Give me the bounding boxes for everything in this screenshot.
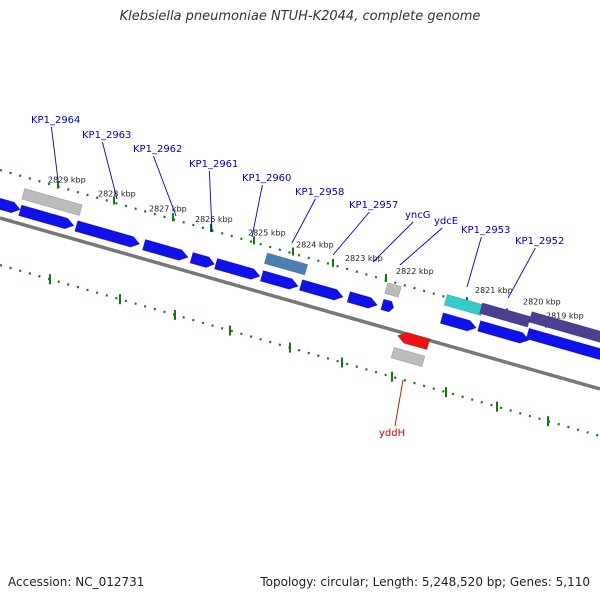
gene-label[interactable]: ydcE — [434, 216, 458, 227]
lower-ruler-line — [0, 263, 600, 438]
label-leader-line — [466, 236, 482, 288]
label-leader-line — [507, 247, 536, 299]
gene-arrow[interactable] — [214, 258, 261, 281]
label-leader-line — [372, 221, 414, 263]
kbp-tick-label: 2819 kbp — [546, 312, 584, 321]
gene-arrow[interactable] — [477, 320, 530, 346]
gene-label[interactable]: KP1_2962 — [133, 144, 182, 155]
gene-label[interactable]: KP1_2963 — [82, 130, 131, 141]
label-leader-line — [50, 126, 59, 181]
highlight-gene-box-shape — [443, 294, 485, 316]
gene-arrow-shape — [214, 258, 261, 280]
upper-ruler-line — [0, 168, 600, 343]
gene-arrow-shape — [439, 312, 477, 332]
kbp-tick-label: 2821 kbp — [475, 286, 513, 295]
label-leader-line — [251, 184, 263, 238]
pseudo-gene-box[interactable] — [384, 282, 402, 298]
gene-arrow[interactable] — [142, 239, 189, 262]
highlight-gene-box-shape — [263, 252, 309, 276]
pseudo-gene-box-shape — [384, 282, 402, 298]
topology-label: Topology: circular; Length: 5,248,520 bp… — [260, 575, 590, 589]
gene-label[interactable]: KP1_2957 — [349, 200, 398, 211]
gene-arrow[interactable] — [259, 270, 300, 292]
gene-arrow-shape — [298, 279, 344, 301]
reverse-gene-arrow-shape — [397, 332, 431, 351]
reverse-gene-arrow[interactable] — [396, 330, 431, 351]
gene-arrow[interactable] — [189, 252, 216, 269]
kbp-tick-label: 2826 kbp — [195, 215, 233, 224]
label-leader-line — [101, 141, 118, 200]
gene-arrow-shape — [346, 291, 378, 309]
highlight-gene-box-shape — [479, 302, 531, 328]
highlight-gene-box[interactable] — [528, 311, 600, 343]
gene-arrow[interactable] — [298, 279, 344, 303]
gene-arrow[interactable] — [74, 220, 141, 250]
gene-arrow-shape — [142, 239, 189, 261]
gene-label[interactable]: KP1_2960 — [242, 173, 291, 184]
kbp-tick-label: 2829 kbp — [48, 176, 86, 185]
gene-label[interactable]: KP1_2953 — [461, 225, 510, 236]
kbp-tick-label: 2824 kbp — [296, 241, 334, 250]
gene-label[interactable]: yncG — [405, 210, 431, 221]
reverse-gene-label[interactable]: yddH — [379, 428, 405, 439]
pseudo-gene-box[interactable] — [390, 346, 426, 368]
gene-arrow[interactable] — [525, 327, 600, 362]
label-leader-line — [152, 155, 177, 217]
gene-arrow-shape — [189, 252, 216, 268]
label-leader-line — [394, 379, 404, 427]
accession-label: Accession: NC_012731 — [8, 575, 145, 589]
kbp-tick-label: 2828 kbp — [98, 189, 136, 198]
kbp-tick-label: 2827 kbp — [149, 204, 187, 213]
gene-arrow-shape — [18, 204, 75, 230]
gene-arrow-shape — [259, 270, 299, 290]
map-title: Klebsiella pneumoniae NTUH-K2044, comple… — [119, 9, 481, 24]
gene-arrow[interactable] — [346, 291, 379, 311]
gene-arrow[interactable] — [439, 312, 478, 333]
gene-arrow-shape — [380, 298, 395, 313]
gene-arrow[interactable] — [18, 204, 76, 231]
chromosome-backbone — [0, 216, 600, 391]
highlight-gene-box[interactable] — [479, 302, 531, 328]
kbp-tick-label: 2820 kbp — [523, 297, 561, 306]
pseudo-gene-box-shape — [21, 188, 83, 216]
label-leader-line — [208, 170, 213, 233]
gene-arrow-shape — [0, 194, 21, 214]
gene-label[interactable]: KP1_2961 — [189, 159, 238, 170]
label-leader-line — [291, 198, 316, 244]
label-leader-line — [399, 227, 443, 266]
gene-label[interactable]: KP1_2952 — [515, 236, 564, 247]
pseudo-gene-box[interactable] — [21, 188, 83, 216]
kbp-tick-label: 2823 kbp — [345, 254, 383, 263]
gene-arrow-shape — [74, 220, 141, 248]
kbp-tick-label: 2822 kbp — [396, 267, 434, 276]
gene-label[interactable]: KP1_2964 — [31, 115, 80, 126]
gene-arrow[interactable] — [380, 298, 396, 313]
highlight-gene-box[interactable] — [443, 294, 485, 316]
label-leader-line — [332, 211, 370, 256]
pseudo-gene-box-shape — [390, 346, 426, 368]
highlight-gene-box-shape — [528, 311, 600, 343]
gene-arrow-shape — [477, 320, 530, 344]
kbp-tick-label: 2825 kbp — [248, 228, 286, 237]
gene-label[interactable]: KP1_2958 — [295, 187, 344, 198]
gene-arrow[interactable] — [0, 194, 22, 215]
gene-arrow-shape — [525, 327, 600, 360]
highlight-gene-box[interactable] — [263, 252, 309, 276]
